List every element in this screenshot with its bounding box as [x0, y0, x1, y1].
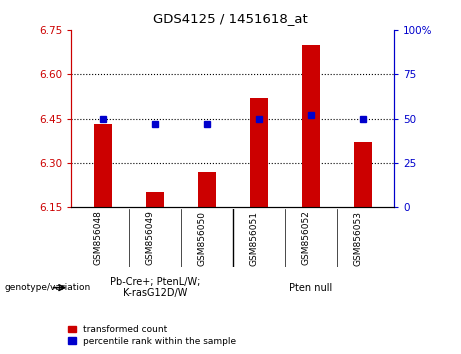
Bar	[198, 172, 216, 207]
Bar	[302, 45, 320, 207]
Text: GSM856051: GSM856051	[250, 211, 259, 266]
Text: Pten null: Pten null	[289, 282, 332, 293]
Text: GSM856048: GSM856048	[94, 211, 103, 266]
Text: GSM856049: GSM856049	[146, 211, 155, 266]
Legend: transformed count, percentile rank within the sample: transformed count, percentile rank withi…	[65, 321, 240, 349]
Text: GSM856052: GSM856052	[302, 211, 311, 266]
Text: genotype/variation: genotype/variation	[5, 283, 91, 292]
Bar	[146, 192, 164, 207]
Text: GSM856053: GSM856053	[354, 211, 363, 266]
Text: GDS4125 / 1451618_at: GDS4125 / 1451618_at	[153, 12, 308, 25]
Text: Pb-Cre+; PtenL/W;
K-rasG12D/W: Pb-Cre+; PtenL/W; K-rasG12D/W	[110, 277, 200, 298]
Bar	[250, 98, 268, 207]
Text: GSM856050: GSM856050	[198, 211, 207, 266]
Bar	[354, 142, 372, 207]
Bar	[94, 125, 112, 207]
